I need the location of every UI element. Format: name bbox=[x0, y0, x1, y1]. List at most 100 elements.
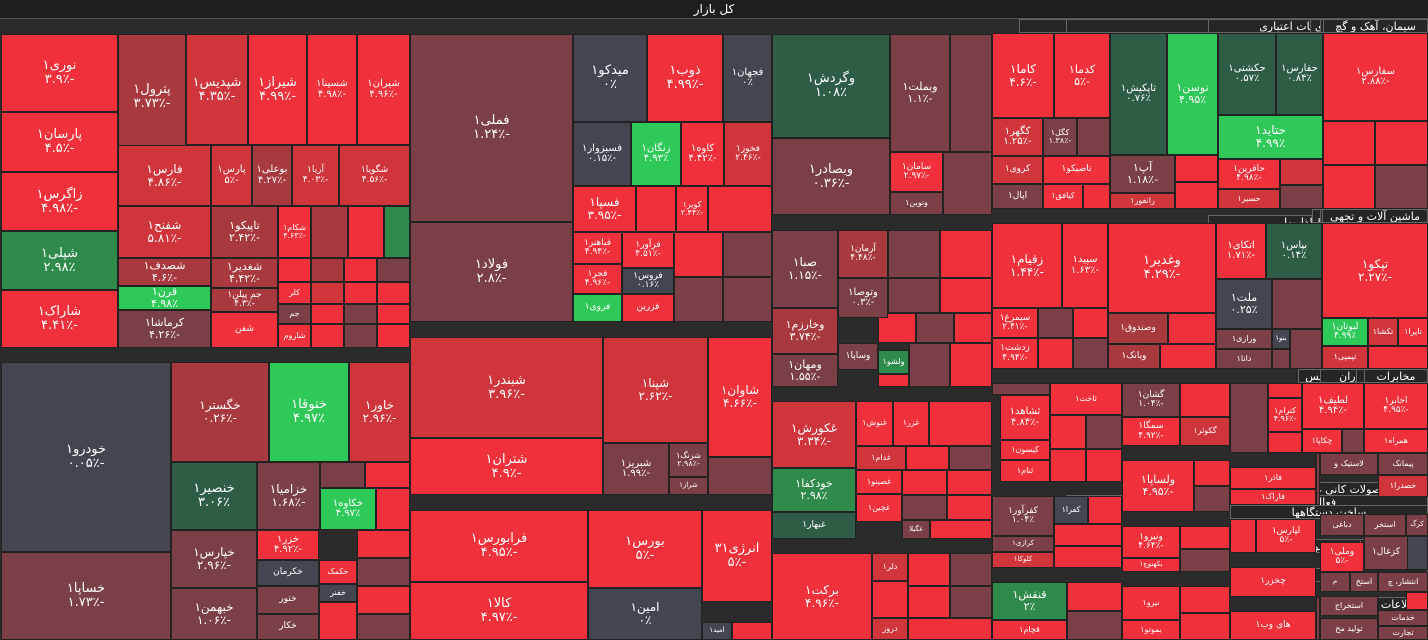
treemap-tile[interactable]: سیمرغ۱ -۲.۴۱٪ bbox=[992, 308, 1038, 338]
treemap-tile[interactable]: فارس۱ -۴.۸۶٪ bbox=[118, 145, 211, 206]
treemap-tile[interactable]: فروس۱ ۰.۱۶٪ bbox=[622, 268, 674, 294]
treemap-tile[interactable]: گشان۱ -۱.۰۴٪ bbox=[1122, 383, 1180, 417]
treemap-tile-minor[interactable] bbox=[1050, 415, 1086, 449]
treemap-tile-minor[interactable] bbox=[1368, 346, 1428, 369]
treemap-tile[interactable]: خکمک bbox=[319, 560, 357, 584]
treemap-tile-minor[interactable] bbox=[888, 230, 940, 278]
treemap-tile-minor[interactable] bbox=[1180, 613, 1230, 640]
treemap-tile-minor[interactable] bbox=[344, 258, 377, 282]
treemap-tile[interactable]: بوعلی۱ -۴.۲۷٪ bbox=[252, 145, 292, 206]
treemap-tile-minor[interactable] bbox=[1323, 121, 1375, 165]
treemap-tile-minor[interactable] bbox=[311, 282, 344, 304]
treemap-tile[interactable]: زدشت۱ -۴.۹۴٪ bbox=[992, 338, 1038, 369]
treemap-tile[interactable]: کگهر۱ -۱.۲۵٪ bbox=[992, 118, 1043, 156]
treemap-tile[interactable]: فاذر۱ bbox=[1230, 467, 1316, 489]
treemap-tile[interactable]: شکام۱ -۴.۶۳٪ bbox=[278, 206, 311, 258]
treemap-tile-minor[interactable] bbox=[1406, 592, 1428, 610]
treemap-tile-minor[interactable] bbox=[947, 495, 992, 520]
treemap-tile[interactable]: وبانک۱ bbox=[1108, 344, 1160, 369]
treemap-tile[interactable]: شپلی۱ ۲.۹۸٪ bbox=[1, 231, 118, 290]
treemap-tile-minor[interactable] bbox=[1272, 279, 1322, 329]
treemap-tile[interactable]: خساپا۱ -۱.۷۳٪ bbox=[1, 552, 171, 640]
treemap-tile[interactable]: وساپا۱ bbox=[838, 343, 878, 370]
treemap-tile-minor[interactable] bbox=[929, 401, 992, 446]
treemap-tile-minor[interactable] bbox=[1083, 184, 1110, 209]
treemap-tile[interactable]: کفرآور۱ ۱.۰۴٪ bbox=[992, 496, 1054, 536]
treemap-tile-minor[interactable] bbox=[319, 602, 357, 640]
treemap-tile[interactable]: شتران۱ -۴.۹٪ bbox=[410, 438, 603, 495]
treemap-tile[interactable]: وبملت۱ -۱.۱٪ bbox=[890, 34, 950, 152]
treemap-tile[interactable]: خبهمن۱ -۱.۰۶٪ bbox=[171, 588, 257, 640]
treemap-tile-minor[interactable] bbox=[1038, 308, 1073, 338]
treemap-tile-minor[interactable] bbox=[348, 206, 384, 258]
treemap-tile-minor[interactable] bbox=[1086, 449, 1122, 482]
treemap-tile[interactable]: حافرین۱ -۴.۹۸٪ bbox=[1218, 159, 1280, 189]
treemap-tile[interactable]: غبهار۱ bbox=[772, 512, 856, 539]
treemap-tile[interactable]: پارس۱ -۵٪ bbox=[211, 145, 252, 206]
treemap-tile[interactable]: شیران۱ -۴.۹۶٪ bbox=[357, 34, 410, 145]
treemap-tile-minor[interactable] bbox=[344, 324, 377, 348]
treemap-tile-minor[interactable] bbox=[950, 34, 992, 152]
treemap-tile[interactable]: شپنا۱ -۲.۶۲٪ bbox=[603, 337, 708, 443]
treemap-tile[interactable]: فرآور۱ -۴.۵۱٪ bbox=[622, 232, 674, 268]
treemap-tile[interactable]: شغدیر۱ -۴.۴۲٪ bbox=[211, 258, 278, 288]
treemap-tile[interactable]: شزنگ۱ -۲.۹۸٪ bbox=[669, 443, 708, 477]
treemap-tile-minor[interactable] bbox=[1054, 546, 1122, 568]
treemap-tile[interactable]: بنو۱ bbox=[1272, 329, 1290, 349]
treemap-tile-minor[interactable] bbox=[1194, 486, 1230, 512]
treemap-tile[interactable]: تجارت bbox=[1378, 626, 1428, 640]
treemap-tile-minor[interactable] bbox=[357, 586, 410, 614]
treemap-tile[interactable]: فجهان۱ ۰٪ bbox=[723, 34, 772, 122]
treemap-tile[interactable]: حسیر۱ bbox=[1218, 189, 1280, 209]
treemap-tile[interactable]: لطیف۱ -۴.۹۴٪ bbox=[1302, 383, 1364, 429]
treemap-tile-minor[interactable] bbox=[1180, 549, 1230, 572]
treemap-tile[interactable]: غکورش۱ -۳.۳۴٪ bbox=[772, 401, 856, 468]
treemap-tile-minor[interactable] bbox=[940, 278, 992, 313]
treemap-tile[interactable]: خاور۱ -۲.۹۶٪ bbox=[349, 362, 410, 462]
treemap-tile[interactable]: بکهنوج۱ bbox=[1122, 558, 1180, 572]
treemap-tile[interactable]: اخابر۱ -۴.۹۵٪ bbox=[1364, 383, 1428, 429]
treemap-tile-minor[interactable] bbox=[1054, 524, 1122, 546]
treemap-tile[interactable]: لاستیک و bbox=[1320, 453, 1378, 475]
treemap-tile[interactable]: حتاید۱ ۴.۹۹٪ bbox=[1218, 115, 1323, 159]
treemap-tile-minor[interactable] bbox=[950, 553, 992, 586]
treemap-tile-minor[interactable] bbox=[1268, 383, 1302, 398]
treemap-tile[interactable]: تولید مح bbox=[1320, 618, 1378, 640]
treemap-tile[interactable]: ملت۱ ۰.۲۵٪ bbox=[1216, 279, 1272, 329]
treemap-tile[interactable]: خکرمان bbox=[257, 560, 319, 586]
treemap-tile[interactable]: استخ bbox=[1350, 572, 1378, 592]
sector-title[interactable]: ماشین آلات و تجهی bbox=[1322, 209, 1428, 223]
treemap-tile[interactable]: نوری۱ -۳.۹٪ bbox=[1, 34, 118, 112]
treemap-tile-minor[interactable] bbox=[1375, 121, 1428, 165]
treemap-tile[interactable]: تپکو۱ -۲.۲۷٪ bbox=[1322, 223, 1428, 318]
treemap-tile-minor[interactable] bbox=[1175, 182, 1218, 209]
treemap-tile[interactable]: فسپا۱ -۳.۹۵٪ bbox=[573, 186, 636, 232]
treemap-tile-minor[interactable] bbox=[1160, 344, 1216, 369]
treemap-tile[interactable]: کویر۱ -۲.۴۴٪ bbox=[676, 186, 708, 232]
treemap-tile[interactable]: توسن۱ ۴.۹۵٪ bbox=[1167, 33, 1218, 155]
treemap-tile[interactable]: لپارس۱ -۵٪ bbox=[1256, 519, 1316, 553]
treemap-tile[interactable]: زنگان۱ ۴.۹۳٪ bbox=[631, 122, 681, 186]
treemap-tile-minor[interactable] bbox=[1323, 165, 1375, 209]
treemap-tile-minor[interactable] bbox=[943, 152, 992, 215]
treemap-tile[interactable]: کدما۱ -۵٪ bbox=[1054, 33, 1110, 118]
treemap-tile[interactable]: وصندوق۱ bbox=[1108, 313, 1168, 344]
treemap-tile[interactable]: امید۱ bbox=[702, 622, 732, 640]
treemap-tile-minor[interactable] bbox=[1168, 313, 1216, 344]
treemap-tile[interactable]: کاوه۱ -۴.۴۲٪ bbox=[681, 122, 724, 186]
treemap-tile[interactable]: وغدیر۱ -۴.۲۹٪ bbox=[1108, 223, 1216, 313]
treemap-tile[interactable]: خودکفا۱ ۲.۹۸٪ bbox=[772, 468, 856, 512]
treemap-tile[interactable]: زقیام۱ -۱.۴۴٪ bbox=[992, 223, 1062, 308]
treemap-tile[interactable]: فرابورس۱ -۴.۹۵٪ bbox=[410, 510, 588, 582]
treemap-tile[interactable]: شسینا۱ -۴.۹۸٪ bbox=[307, 34, 357, 145]
treemap-tile[interactable]: اتکای۱ -۱.۷۱٪ bbox=[1216, 223, 1266, 279]
treemap-tile-minor[interactable] bbox=[636, 186, 676, 232]
treemap-tile[interactable]: دباغی bbox=[1320, 514, 1364, 536]
treemap-tile[interactable]: فولاد۱ -۲.۸٪ bbox=[410, 222, 573, 322]
treemap-tile[interactable]: خفنر bbox=[319, 584, 357, 602]
treemap-tile[interactable]: فزرین bbox=[622, 294, 674, 322]
treemap-tile[interactable]: شاراک۱ -۴.۴۱٪ bbox=[1, 290, 118, 348]
treemap-tile-minor[interactable] bbox=[1194, 460, 1230, 486]
treemap-tile-minor[interactable] bbox=[916, 313, 954, 343]
treemap-tile[interactable]: شاروم bbox=[278, 324, 311, 348]
